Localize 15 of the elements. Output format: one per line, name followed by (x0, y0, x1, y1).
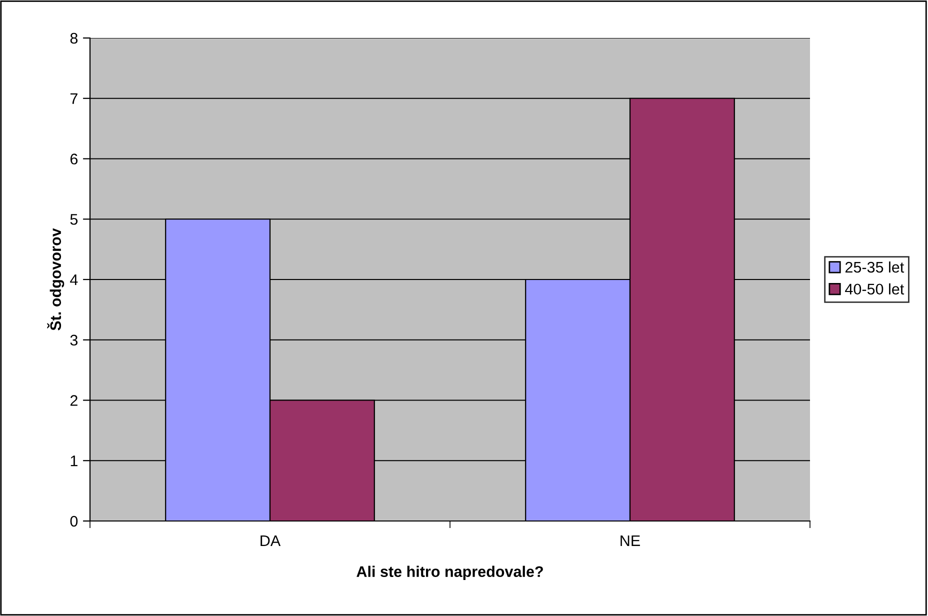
y-tick-label: 6 (70, 154, 78, 164)
y-tick-label: 5 (70, 214, 78, 225)
y-axis-title: Št. odgovorov (47, 228, 64, 330)
y-tick-label: 8 (70, 32, 78, 44)
x-tick-label: NE (620, 535, 640, 546)
y-tick-label: 3 (70, 334, 78, 346)
y-tick-label: 4 (70, 274, 78, 286)
x-tick-label: DA (260, 535, 281, 546)
y-tick-label: 2 (70, 395, 78, 406)
y-tick-label: 7 (70, 93, 78, 104)
y-tick-label: 0 (70, 516, 78, 527)
y-tick-label: 1 (70, 456, 78, 466)
legend-label: 40-50 let (845, 283, 904, 295)
x-axis-title: Ali ste hitro napredovale? (356, 566, 543, 580)
legend-label: 25-35 let (845, 261, 904, 273)
